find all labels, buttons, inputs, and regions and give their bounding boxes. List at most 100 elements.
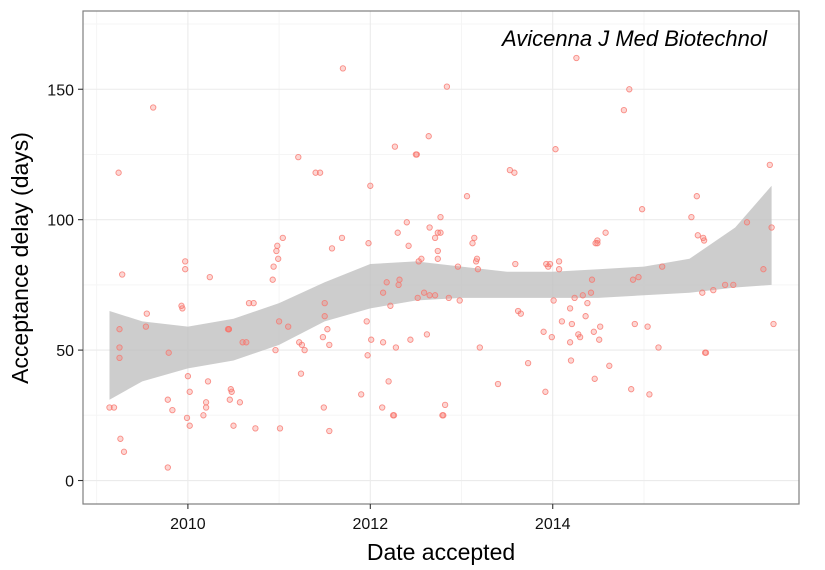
data-point [275, 318, 283, 325]
data-point [469, 240, 476, 247]
data-point [269, 276, 276, 283]
data-point [394, 229, 401, 236]
data-point [182, 266, 189, 273]
data-point [423, 331, 431, 338]
data-point [202, 404, 210, 411]
data-point [230, 422, 237, 429]
data-point [659, 263, 666, 270]
data-point [730, 281, 737, 289]
data-point [655, 344, 662, 351]
data-point [182, 258, 189, 265]
data-point [387, 302, 394, 309]
data-point [320, 404, 327, 411]
data-point [279, 234, 286, 242]
data-point [688, 213, 695, 221]
data-point [225, 326, 233, 333]
data-point [511, 169, 518, 176]
data-point [326, 341, 333, 349]
data-point [204, 378, 212, 385]
data-point [596, 336, 603, 343]
x-axis: 2010 2012 2014 [170, 504, 571, 533]
data-point [321, 299, 328, 307]
data-point [571, 294, 578, 302]
y-axis: 0 50 100 150 [47, 82, 83, 491]
data-point [506, 166, 514, 174]
data-point [324, 326, 331, 333]
data-point [588, 276, 596, 283]
data-point [770, 320, 777, 328]
data-point [407, 336, 414, 343]
data-point [338, 234, 346, 242]
data-point [471, 234, 478, 242]
data-point [285, 323, 292, 330]
data-point [117, 435, 124, 442]
data-point [548, 333, 555, 341]
data-point [620, 106, 628, 114]
data-point [591, 375, 598, 382]
y-tick-label: 100 [47, 213, 74, 230]
data-point [441, 401, 449, 409]
data-point [699, 289, 706, 296]
data-point [186, 422, 193, 429]
data-point [576, 333, 584, 341]
data-point [226, 396, 233, 403]
data-point [143, 310, 150, 317]
data-point [582, 313, 589, 320]
data-point [120, 448, 128, 455]
data-point [418, 255, 425, 262]
data-point [426, 224, 433, 231]
data-point [606, 362, 613, 369]
data-point [602, 229, 609, 236]
data-point [298, 341, 306, 349]
data-point [584, 299, 591, 307]
data-point [555, 258, 563, 265]
data-point [250, 299, 257, 307]
data-point [186, 388, 193, 395]
data-point [540, 328, 547, 335]
data-point [626, 86, 633, 93]
data-point [316, 169, 324, 176]
data-point [420, 289, 428, 296]
data-point [379, 289, 387, 296]
data-point [702, 349, 710, 356]
data-point [546, 260, 554, 268]
data-point [743, 219, 751, 226]
data-point [760, 266, 767, 273]
data-point [275, 255, 282, 262]
data-point [396, 276, 403, 283]
data-point [721, 281, 729, 289]
data-point [638, 206, 646, 213]
data-point [474, 266, 482, 273]
smooth-ribbon [109, 185, 772, 400]
data-point [164, 464, 171, 471]
data-point [552, 146, 559, 153]
data-point [425, 133, 432, 140]
data-point [179, 305, 186, 312]
data-point [119, 271, 126, 278]
data-point [273, 247, 280, 255]
data-point [414, 294, 421, 302]
data-point [183, 414, 191, 422]
smooth-ribbon-layer [109, 185, 772, 400]
data-point [110, 404, 118, 411]
data-point [434, 247, 441, 255]
data-point [456, 297, 463, 304]
data-point [276, 425, 284, 432]
data-point [629, 276, 637, 283]
data-point [555, 266, 563, 273]
data-point [766, 161, 773, 169]
data-point [437, 213, 444, 221]
data-point [431, 292, 439, 299]
data-point [646, 391, 653, 398]
data-point [115, 169, 122, 176]
data-point [524, 359, 532, 367]
data-point [392, 344, 400, 351]
data-point [319, 333, 327, 341]
data-point [494, 380, 502, 388]
data-point [236, 399, 244, 406]
data-point [326, 427, 333, 435]
data-point [165, 349, 172, 356]
data-point [413, 151, 420, 158]
x-axis-title: Date accepted [367, 539, 515, 565]
